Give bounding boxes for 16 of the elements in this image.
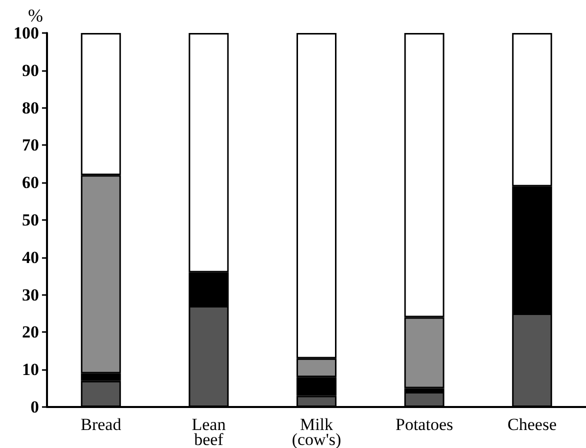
y-tick-label: 60 bbox=[22, 173, 39, 192]
y-tick-label: 80 bbox=[22, 98, 39, 118]
y-tick-label: 20 bbox=[22, 322, 39, 342]
y-tick-label: 100 bbox=[14, 24, 39, 42]
x-tick-label: Cheese bbox=[508, 415, 557, 434]
y-tick-label: 30 bbox=[22, 285, 39, 304]
x-tick-label: Lean beef bbox=[192, 415, 226, 448]
y-tick-label: 50 bbox=[22, 210, 39, 230]
y-tick-label: 70 bbox=[22, 136, 39, 155]
x-tick-label: Potatoes bbox=[395, 415, 454, 434]
y-tick-label: 10 bbox=[22, 360, 39, 380]
x-tick-label: Bread bbox=[80, 415, 122, 434]
y-tick-label: 0 bbox=[30, 398, 39, 416]
y-axis-title: % bbox=[28, 6, 43, 26]
y-tick-label: 90 bbox=[22, 60, 39, 80]
y-tick-label: 40 bbox=[22, 248, 39, 267]
